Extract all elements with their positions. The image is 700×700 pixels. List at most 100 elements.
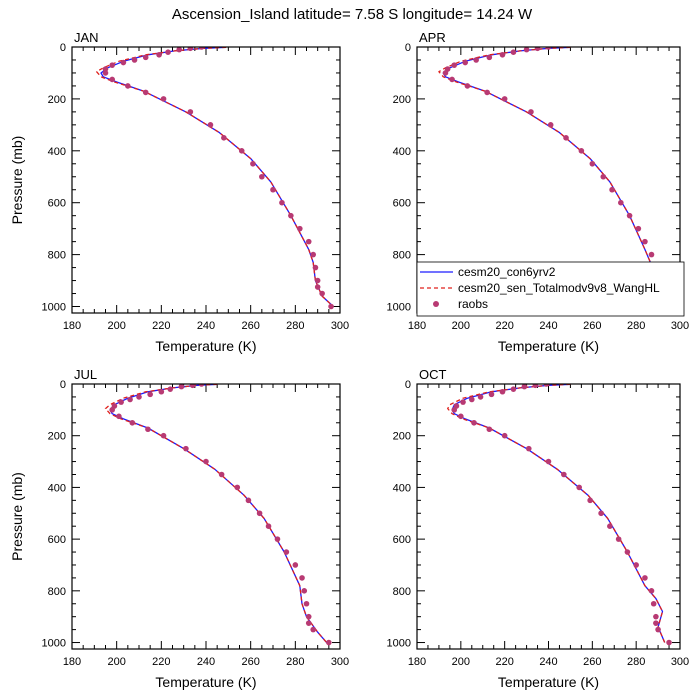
raobs-point — [160, 432, 167, 439]
raobs-point — [238, 148, 245, 154]
raobs-point — [125, 83, 131, 89]
raobs-point — [142, 89, 149, 96]
raobs-point — [310, 251, 317, 258]
raobs-point — [499, 51, 506, 58]
plot-area — [95, 47, 334, 310]
raobs-point — [576, 484, 582, 491]
raobs-point — [563, 135, 569, 141]
raobs-point — [653, 613, 659, 620]
x-tick-label: 300 — [671, 320, 689, 332]
raobs-point — [297, 225, 303, 232]
raobs-point — [449, 76, 455, 83]
legend: cesm20_con6yrv2 cesm20_sen_Totalmodv9v8_W… — [416, 261, 685, 317]
raobs-point — [198, 384, 205, 387]
y-tick-label: 1000 — [42, 638, 66, 650]
y-tick-label: 0 — [60, 42, 66, 54]
raobs-point — [642, 575, 648, 581]
raobs-point — [301, 588, 308, 594]
x-tick-label: 240 — [539, 656, 557, 668]
raobs-point — [501, 96, 508, 102]
x-tick-label: 200 — [452, 320, 470, 332]
raobs-point — [305, 238, 312, 245]
series-line-sen-wanghl — [447, 384, 666, 643]
y-tick-label: 200 — [393, 94, 411, 106]
series-line-sen-wanghl — [95, 47, 334, 307]
raobs-point — [131, 57, 138, 63]
y-tick-label: 1000 — [42, 302, 66, 314]
raobs-point — [460, 399, 466, 405]
legend-label: cesm20_sen_Totalmodv9v8_WangHL — [458, 281, 660, 295]
x-tick-label: 200 — [452, 656, 470, 668]
series-line-con6yrv2 — [109, 384, 330, 646]
raobs-point — [274, 536, 281, 542]
x-tick-label: 280 — [627, 656, 645, 668]
raobs-point — [486, 54, 493, 61]
x-tick-label: 260 — [241, 320, 259, 332]
raobs-point — [156, 51, 162, 58]
panel-jul: JUL 180 200 220 240 260 280 300 0 200 400 600 800 100… — [9, 367, 349, 690]
x-tick-label: 280 — [286, 656, 304, 668]
x-tick-label: 180 — [408, 656, 426, 668]
raobs-point — [203, 458, 209, 465]
raobs-point — [270, 186, 276, 193]
raobs-point — [303, 600, 310, 607]
raobs-point — [451, 407, 458, 413]
x-tick-label: 220 — [152, 656, 170, 668]
raobs-point — [136, 394, 142, 400]
raobs-point — [305, 620, 312, 626]
raobs-point — [499, 388, 506, 395]
raobs-point — [451, 62, 458, 68]
x-axis-title: Temperature (K) — [498, 674, 599, 690]
raobs-point — [578, 148, 585, 154]
y-tick-label: 600 — [393, 198, 411, 210]
raobs-point — [109, 407, 115, 413]
raobs-point — [624, 549, 631, 555]
plot-frame — [416, 383, 681, 650]
raobs-point — [521, 384, 528, 390]
y-tick-label: 400 — [393, 146, 411, 158]
legend-label: raobs — [458, 297, 488, 311]
raobs-point — [464, 83, 471, 89]
raobs-point — [598, 510, 604, 517]
raobs-point — [633, 562, 639, 568]
raobs-point — [319, 290, 325, 297]
raobs-point — [615, 536, 622, 542]
legend-box — [416, 261, 685, 317]
raobs-point — [589, 160, 596, 167]
raobs-point — [299, 575, 305, 581]
x-tick-label: 200 — [107, 656, 125, 668]
raobs-point — [160, 96, 167, 102]
plot-area — [447, 384, 672, 646]
y-tick-label: 800 — [48, 250, 66, 262]
raobs-point — [655, 626, 661, 633]
raobs-point — [116, 413, 122, 420]
x-axis-title: Temperature (K) — [155, 674, 256, 690]
raobs-point — [635, 225, 642, 232]
raobs-point — [187, 47, 194, 52]
raobs-point — [283, 549, 290, 555]
raobs-point — [534, 47, 541, 52]
raobs-point — [626, 212, 633, 219]
raobs-point — [650, 600, 657, 607]
raobs-point — [256, 510, 263, 517]
panels: JAN 180 200 220 240 260 280 300 0 200 400 600 800 100… — [9, 30, 689, 690]
raobs-point — [468, 396, 475, 403]
raobs-point — [198, 47, 205, 50]
y-tick-label: 800 — [393, 250, 411, 262]
raobs-point — [488, 391, 495, 398]
raobs-point — [145, 426, 151, 433]
raobs-point — [129, 419, 136, 426]
raobs-point — [528, 109, 534, 115]
x-tick-label: 300 — [331, 656, 349, 668]
raobs-point — [178, 384, 185, 390]
series-line-con6yrv2 — [451, 384, 666, 643]
x-tick-label: 240 — [197, 320, 215, 332]
x-tick-label: 240 — [197, 656, 215, 668]
raobs-point — [653, 620, 659, 626]
y-axis-title: Pressure (mb) — [9, 472, 25, 561]
x-axis-title: Temperature (K) — [498, 338, 599, 354]
raobs-point — [158, 388, 165, 395]
series-line-sen-wanghl — [104, 384, 330, 646]
panel-label: JAN — [74, 30, 99, 45]
panel-label: APR — [419, 30, 446, 45]
